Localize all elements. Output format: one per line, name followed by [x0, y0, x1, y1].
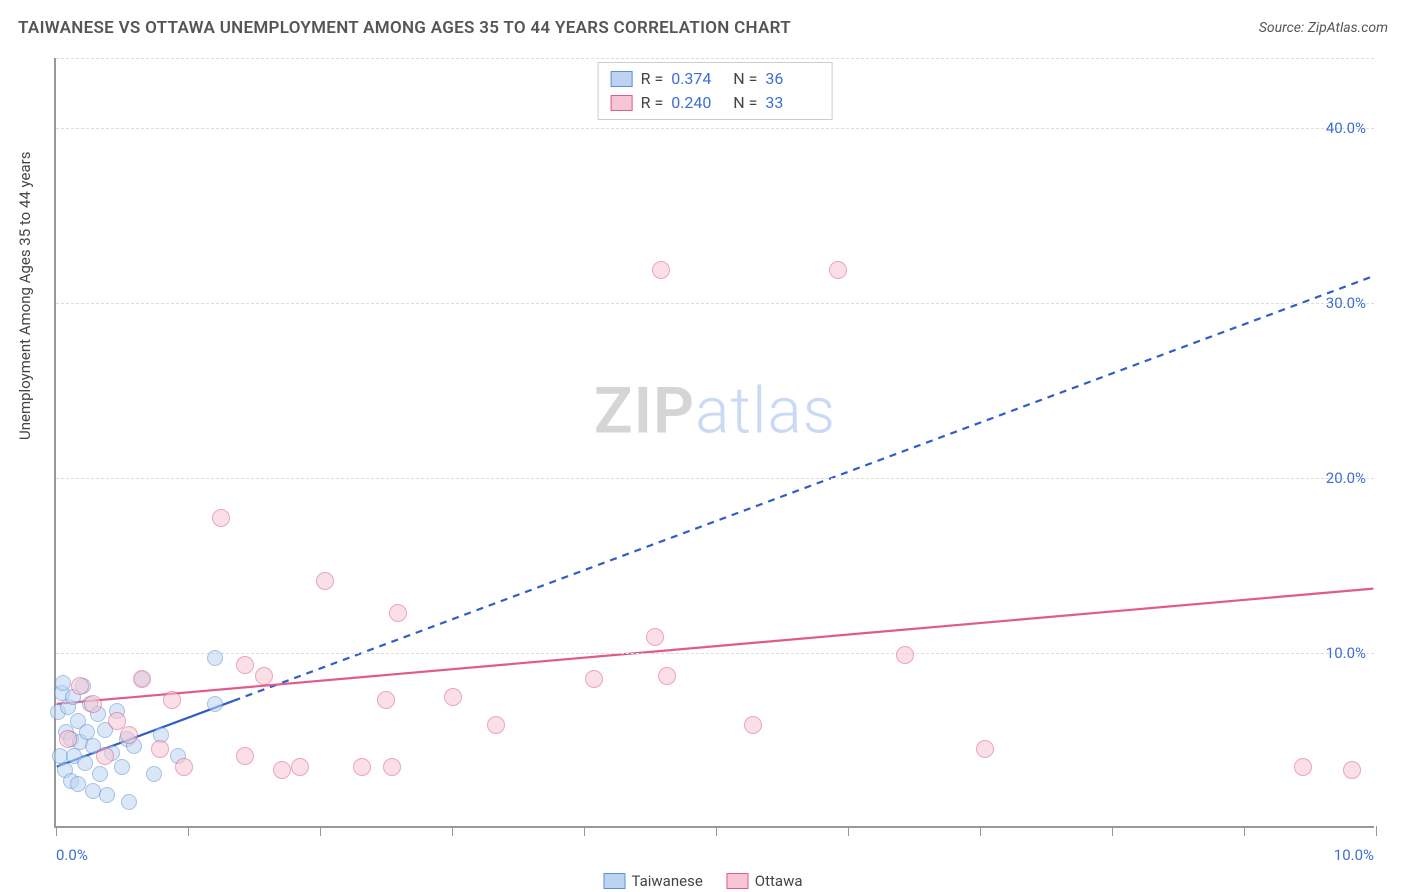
- scatter-point: [389, 604, 407, 622]
- x-tick: [452, 826, 453, 836]
- scatter-point: [84, 695, 102, 713]
- scatter-point: [976, 740, 994, 758]
- x-tick: [320, 826, 321, 836]
- y-tick-label: 30.0%: [1326, 294, 1366, 312]
- x-tick: [1244, 826, 1245, 836]
- r-label: R =: [641, 91, 664, 115]
- scatter-point: [59, 730, 77, 748]
- legend-swatch: [611, 71, 633, 87]
- stats-box: R = 0.374 N = 36 R = 0.240 N = 33: [598, 62, 833, 120]
- x-tick: [584, 826, 585, 836]
- scatter-point: [207, 696, 223, 712]
- scatter-point: [896, 646, 914, 664]
- scatter-point: [383, 758, 401, 776]
- x-axis-start-label: 0.0%: [56, 846, 88, 864]
- scatter-point: [175, 758, 193, 776]
- scatter-point: [585, 670, 603, 688]
- trend-line-solid: [57, 589, 1374, 704]
- watermark: ZIPatlas: [594, 374, 836, 449]
- scatter-point: [133, 670, 151, 688]
- scatter-point: [236, 747, 254, 765]
- scatter-point: [829, 261, 847, 279]
- y-tick-label: 20.0%: [1326, 469, 1366, 487]
- scatter-point: [70, 776, 86, 792]
- source-label: Source: ZipAtlas.com: [1259, 20, 1388, 36]
- scatter-point: [121, 794, 137, 810]
- scatter-point: [163, 691, 181, 709]
- r-value: 0.374: [671, 67, 725, 91]
- x-tick: [716, 826, 717, 836]
- n-label: N =: [733, 67, 757, 91]
- y-axis-label: Unemployment Among Ages 35 to 44 years: [16, 152, 34, 440]
- scatter-point: [151, 740, 169, 758]
- scatter-point: [77, 755, 93, 771]
- chart-title: TAIWANESE VS OTTAWA UNEMPLOYMENT AMONG A…: [18, 18, 791, 38]
- scatter-point: [652, 261, 670, 279]
- x-tick: [1112, 826, 1113, 836]
- x-axis-end-label: 10.0%: [1334, 846, 1374, 864]
- gridline: [56, 653, 1374, 654]
- scatter-point: [487, 716, 505, 734]
- legend-label: Taiwanese: [631, 872, 702, 890]
- scatter-point: [316, 572, 334, 590]
- scatter-point: [444, 688, 462, 706]
- x-tick: [1376, 826, 1377, 836]
- stats-row: R = 0.240 N = 33: [611, 91, 820, 115]
- x-tick: [188, 826, 189, 836]
- legend-item: Taiwanese: [603, 872, 702, 890]
- scatter-point: [92, 766, 108, 782]
- legend-label: Ottawa: [755, 872, 803, 890]
- gridline: [56, 303, 1374, 304]
- scatter-point: [99, 787, 115, 803]
- scatter-point: [646, 628, 664, 646]
- legend-item: Ottawa: [727, 872, 803, 890]
- legend-swatch: [603, 873, 625, 889]
- scatter-point: [85, 783, 101, 799]
- scatter-point: [1343, 761, 1361, 779]
- scatter-point: [291, 758, 309, 776]
- n-value: 36: [765, 67, 819, 91]
- bottom-legend: Taiwanese Ottawa: [603, 872, 802, 890]
- stats-row: R = 0.374 N = 36: [611, 67, 820, 91]
- gridline: [56, 128, 1374, 129]
- plot-area: ZIPatlas R = 0.374 N = 36 R = 0.240 N = 33 10.0…: [54, 58, 1374, 828]
- scatter-point: [55, 675, 71, 691]
- x-tick: [980, 826, 981, 836]
- n-value: 33: [765, 91, 819, 115]
- scatter-point: [212, 509, 230, 527]
- y-tick-label: 10.0%: [1326, 644, 1366, 662]
- scatter-point: [71, 677, 89, 695]
- scatter-point: [273, 761, 291, 779]
- x-tick: [848, 826, 849, 836]
- watermark-part1: ZIP: [594, 374, 695, 449]
- scatter-point: [120, 726, 138, 744]
- scatter-point: [96, 747, 114, 765]
- gridline: [56, 58, 1374, 59]
- scatter-point: [207, 650, 223, 666]
- y-tick-label: 40.0%: [1326, 119, 1366, 137]
- scatter-point: [658, 667, 676, 685]
- scatter-point: [1294, 758, 1312, 776]
- scatter-point: [744, 716, 762, 734]
- r-label: R =: [641, 67, 664, 91]
- n-label: N =: [733, 91, 757, 115]
- scatter-point: [353, 758, 371, 776]
- gridline: [56, 478, 1374, 479]
- trend-line-dashed: [233, 276, 1373, 701]
- scatter-point: [255, 667, 273, 685]
- scatter-point: [236, 656, 254, 674]
- watermark-part2: atlas: [695, 374, 836, 449]
- legend-swatch: [611, 95, 633, 111]
- trend-lines: [56, 58, 1374, 826]
- scatter-point: [146, 766, 162, 782]
- r-value: 0.240: [671, 91, 725, 115]
- scatter-point: [377, 691, 395, 709]
- x-tick: [56, 826, 57, 836]
- scatter-point: [114, 759, 130, 775]
- legend-swatch: [727, 873, 749, 889]
- title-bar: TAIWANESE VS OTTAWA UNEMPLOYMENT AMONG A…: [18, 18, 1388, 38]
